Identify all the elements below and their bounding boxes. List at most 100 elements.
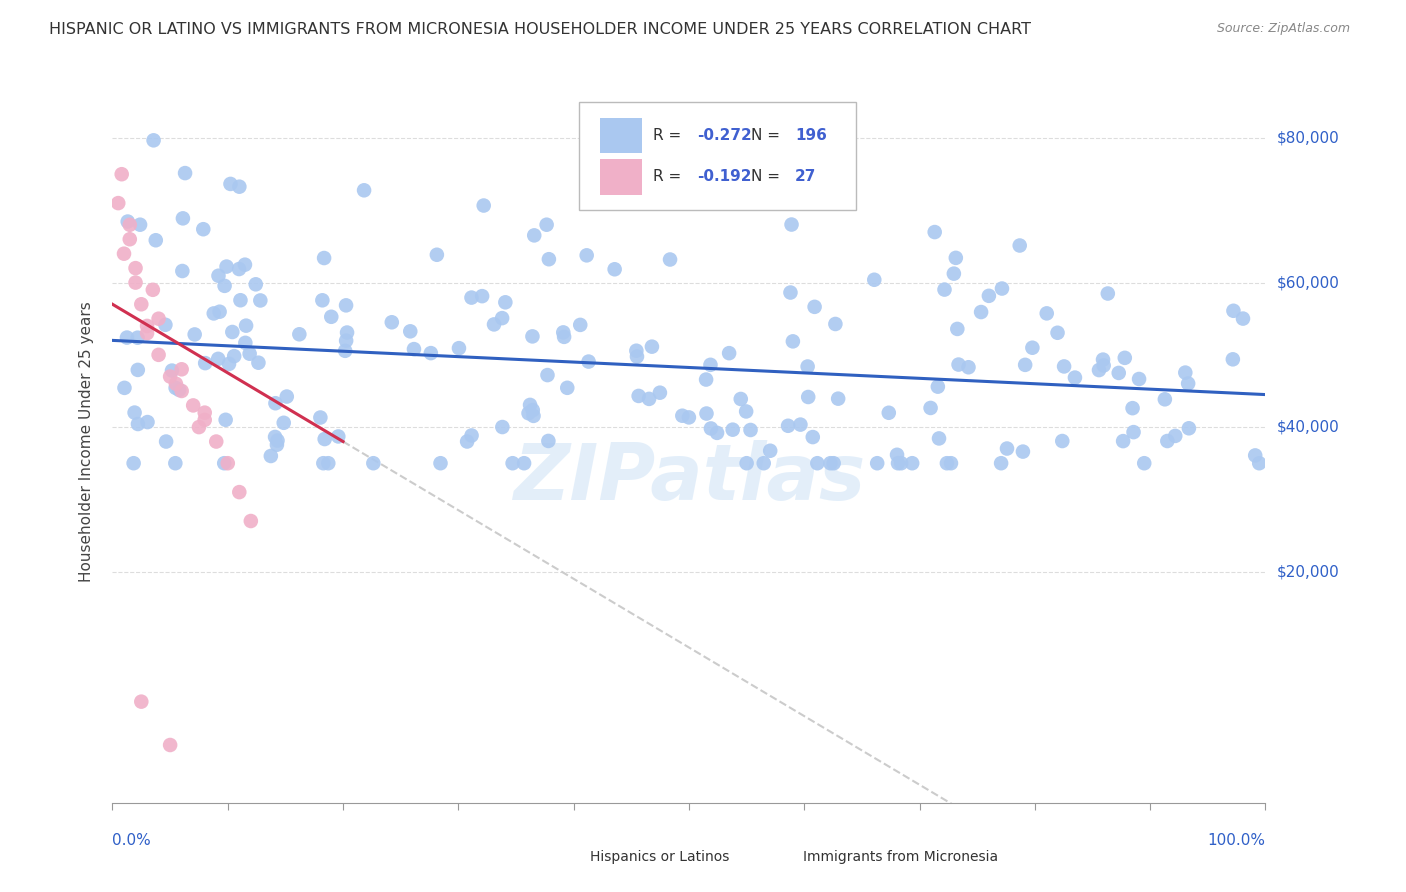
- Point: [148, 311, 170, 326]
- Text: $60,000: $60,000: [1277, 275, 1340, 290]
- Point: [273, 416, 295, 430]
- Point: [207, 351, 229, 366]
- Text: -0.272: -0.272: [697, 128, 752, 143]
- Point: [1114, 351, 1136, 365]
- Text: N =: N =: [751, 169, 785, 185]
- Point: [718, 346, 741, 360]
- Point: [782, 334, 804, 349]
- Point: [695, 407, 717, 421]
- Point: [970, 305, 993, 319]
- Point: [309, 410, 332, 425]
- Point: [740, 423, 762, 437]
- Point: [363, 456, 385, 470]
- Point: [321, 310, 343, 324]
- FancyBboxPatch shape: [600, 159, 641, 194]
- Point: [1122, 401, 1144, 416]
- Point: [215, 260, 238, 274]
- Point: [806, 456, 828, 470]
- Point: [522, 409, 544, 423]
- Point: [1021, 341, 1043, 355]
- Point: [502, 456, 524, 470]
- Point: [1177, 376, 1199, 391]
- Point: [172, 211, 194, 226]
- Point: [207, 268, 229, 283]
- Point: [494, 295, 516, 310]
- Point: [353, 183, 375, 197]
- Point: [991, 281, 1014, 295]
- Point: [114, 381, 136, 395]
- FancyBboxPatch shape: [579, 102, 856, 211]
- Point: [247, 356, 270, 370]
- Point: [779, 285, 801, 300]
- Point: [148, 348, 170, 362]
- Point: [1244, 449, 1267, 463]
- Point: [228, 485, 250, 500]
- Point: [863, 273, 886, 287]
- Point: [127, 331, 149, 345]
- Point: [990, 456, 1012, 470]
- Point: [194, 356, 217, 370]
- Point: [335, 298, 357, 312]
- Point: [155, 434, 177, 449]
- Point: [890, 456, 912, 470]
- Point: [471, 289, 494, 303]
- FancyBboxPatch shape: [762, 847, 799, 868]
- Point: [901, 456, 924, 470]
- Point: [1052, 434, 1074, 448]
- Point: [402, 342, 425, 356]
- Point: [1153, 392, 1175, 407]
- FancyBboxPatch shape: [548, 847, 585, 868]
- Point: [245, 277, 267, 292]
- Point: [127, 363, 149, 377]
- Point: [129, 218, 152, 232]
- Point: [522, 329, 544, 343]
- Point: [522, 403, 544, 417]
- Point: [136, 415, 159, 429]
- Point: [537, 252, 560, 267]
- Text: ZIPatlas: ZIPatlas: [513, 440, 865, 516]
- Point: [1008, 238, 1031, 252]
- Text: N =: N =: [751, 128, 785, 143]
- Point: [219, 177, 242, 191]
- Point: [1174, 366, 1197, 380]
- Point: [426, 248, 449, 262]
- Point: [866, 456, 889, 470]
- Point: [172, 264, 194, 278]
- Point: [924, 225, 946, 239]
- Point: [224, 349, 246, 363]
- Point: [1108, 366, 1130, 380]
- Point: [827, 392, 849, 406]
- Point: [314, 432, 336, 446]
- Point: [205, 434, 228, 449]
- Point: [678, 410, 700, 425]
- Point: [228, 262, 250, 277]
- Point: [537, 434, 560, 448]
- Point: [316, 456, 339, 470]
- Point: [193, 222, 215, 236]
- Point: [249, 293, 271, 308]
- Point: [124, 261, 146, 276]
- Point: [796, 359, 818, 374]
- Text: $80,000: $80,000: [1277, 130, 1340, 145]
- Point: [129, 695, 153, 709]
- Point: [136, 318, 159, 333]
- Point: [735, 456, 758, 470]
- Point: [735, 404, 758, 418]
- Point: [1092, 359, 1115, 373]
- Point: [575, 248, 598, 262]
- Point: [1133, 456, 1156, 470]
- Point: [1232, 311, 1254, 326]
- Point: [942, 267, 965, 281]
- Text: 27: 27: [794, 169, 817, 185]
- Point: [780, 218, 803, 232]
- Point: [229, 293, 252, 308]
- Point: [118, 232, 141, 246]
- Point: [336, 326, 359, 340]
- Point: [977, 289, 1000, 303]
- Point: [214, 278, 236, 293]
- Point: [333, 343, 356, 358]
- Point: [221, 325, 243, 339]
- Point: [517, 406, 540, 420]
- Text: Hispanics or Latinos: Hispanics or Latinos: [589, 850, 730, 864]
- Point: [399, 324, 422, 338]
